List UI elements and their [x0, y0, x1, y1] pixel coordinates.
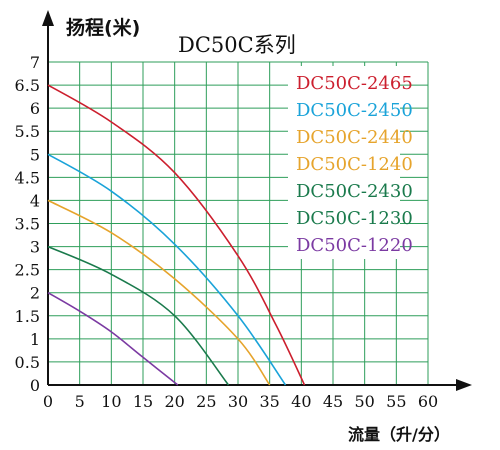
- series-line-dc50c-2440: [47, 199, 271, 386]
- series-line-dc50c-1220: [47, 292, 179, 386]
- legend-entry: DC50C-1240: [296, 154, 413, 175]
- legend: DC50C-2465 DC50C-2450 DC50C-2440 DC50C-1240…: [288, 66, 413, 259]
- y-axis-arrow: [42, 10, 54, 26]
- tick-labels: 0 5 10 15 20 25 30 35 40 45 50 55 6000.511.522.533.5…: [15, 53, 439, 411]
- x-tick-label: 25: [196, 392, 216, 411]
- series-line-dc50c-2430: [47, 245, 230, 386]
- y-tick-label: 5: [30, 145, 40, 164]
- legend-background: [288, 66, 400, 259]
- y-tick-label: 6.5: [15, 76, 40, 95]
- y-tick-label: 5.5: [15, 122, 40, 141]
- x-axis-label: 流量（升/分）: [348, 425, 450, 444]
- legend-entry: DC50C-2440: [296, 127, 413, 148]
- y-tick-label: 7: [30, 53, 40, 72]
- series-line-dc50c-2450: [47, 153, 287, 386]
- y-tick-label: 2: [30, 284, 40, 303]
- chart-title: DC50C系列: [178, 33, 296, 57]
- x-tick-label: 45: [323, 392, 343, 411]
- series-line-dc50c-2465: [47, 84, 306, 386]
- x-tick-label: 50: [354, 392, 374, 411]
- legend-entry: DC50C-2465: [296, 73, 413, 94]
- y-tick-label: 3: [30, 238, 40, 257]
- y-tick-label: 1.5: [15, 307, 40, 326]
- x-tick-label: 55: [386, 392, 406, 411]
- x-tick-label: 60: [418, 392, 438, 411]
- series-lines: [47, 84, 306, 386]
- x-tick-label: 40: [291, 392, 311, 411]
- y-tick-label: 0.5: [15, 353, 40, 372]
- legend-entry: DC50C-1230: [296, 208, 413, 229]
- axes: [42, 10, 472, 391]
- y-axis-label: 扬程(米): [66, 16, 140, 39]
- y-tick-label: 4: [30, 191, 40, 210]
- y-tick-label: 0: [30, 376, 40, 395]
- y-tick-label: 4.5: [15, 168, 40, 187]
- y-tick-label: 1: [30, 330, 40, 349]
- x-axis-arrow: [456, 379, 472, 391]
- y-tick-label: 2.5: [15, 261, 40, 280]
- x-tick-label: 35: [259, 392, 279, 411]
- x-tick-label: 5: [75, 392, 85, 411]
- x-tick-label: 20: [164, 392, 184, 411]
- legend-entry: DC50C-2430: [296, 181, 413, 202]
- y-tick-label: 3.5: [15, 215, 40, 234]
- x-tick-label: 30: [228, 392, 248, 411]
- legend-entry: DC50C-2450: [296, 100, 413, 121]
- x-tick-label: 15: [133, 392, 153, 411]
- x-tick-label: 0: [43, 392, 53, 411]
- y-tick-label: 6: [30, 99, 40, 118]
- x-tick-label: 10: [101, 392, 121, 411]
- legend-entry: DC50C-1220: [296, 235, 413, 256]
